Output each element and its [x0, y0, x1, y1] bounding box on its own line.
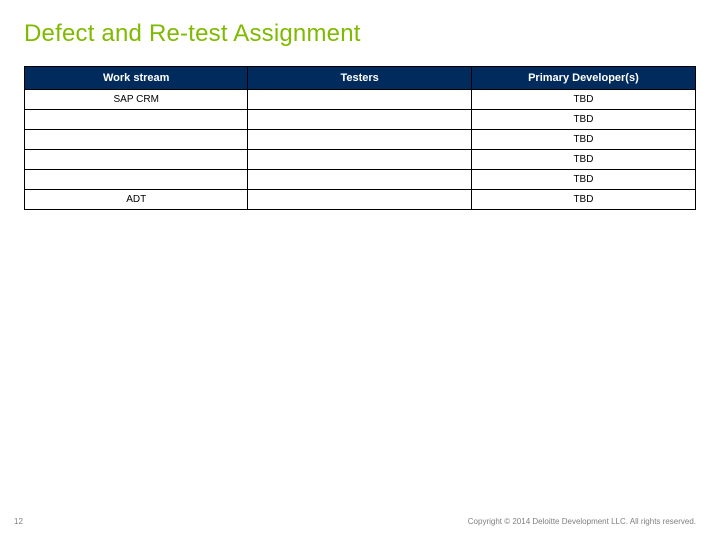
copyright-text: Copyright © 2014 Deloitte Development LL…	[468, 517, 696, 526]
cell-workstream	[25, 110, 248, 130]
cell-workstream	[25, 150, 248, 170]
cell-workstream: ADT	[25, 190, 248, 210]
cell-testers	[248, 130, 471, 150]
table-header-row: Work stream Testers Primary Developer(s)	[25, 67, 696, 90]
cell-developers: TBD	[471, 90, 695, 110]
col-header-developers: Primary Developer(s)	[471, 67, 695, 90]
assignment-table: Work stream Testers Primary Developer(s)…	[24, 66, 696, 210]
cell-testers	[248, 110, 471, 130]
cell-developers: TBD	[471, 170, 695, 190]
page-number: 12	[14, 517, 23, 526]
cell-testers	[248, 90, 471, 110]
cell-workstream	[25, 170, 248, 190]
cell-testers	[248, 150, 471, 170]
cell-developers: TBD	[471, 130, 695, 150]
table-row: ADT TBD	[25, 190, 696, 210]
page-title: Defect and Re-test Assignment	[24, 20, 696, 48]
cell-workstream	[25, 130, 248, 150]
cell-developers: TBD	[471, 110, 695, 130]
slide-container: Defect and Re-test Assignment Work strea…	[0, 0, 720, 540]
col-header-testers: Testers	[248, 67, 471, 90]
cell-developers: TBD	[471, 150, 695, 170]
table-row: TBD	[25, 150, 696, 170]
cell-developers: TBD	[471, 190, 695, 210]
table-row: TBD	[25, 170, 696, 190]
table-row: TBD	[25, 130, 696, 150]
cell-testers	[248, 190, 471, 210]
cell-testers	[248, 170, 471, 190]
table-row: TBD	[25, 110, 696, 130]
col-header-workstream: Work stream	[25, 67, 248, 90]
cell-workstream: SAP CRM	[25, 90, 248, 110]
table-row: SAP CRM TBD	[25, 90, 696, 110]
